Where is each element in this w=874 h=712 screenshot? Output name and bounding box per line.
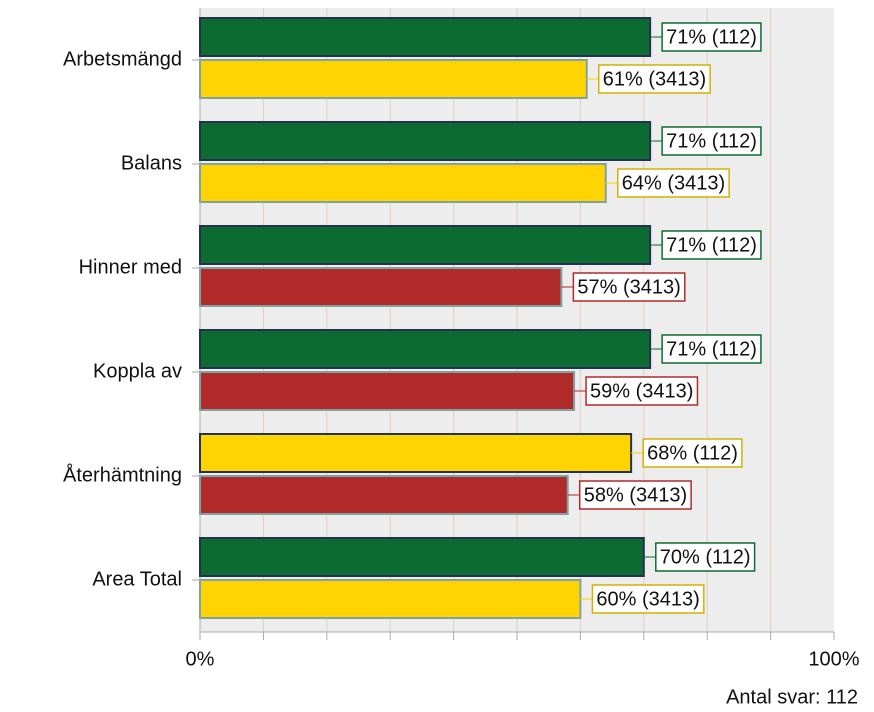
value-label-box	[572, 272, 686, 302]
value-label-box	[642, 438, 743, 468]
bar	[199, 121, 652, 161]
y-tick-label: Hinner med	[79, 256, 182, 278]
x-tick-label: 100%	[808, 648, 859, 670]
value-label: 64% (3413)	[622, 172, 725, 194]
value-label: 70% (112)	[660, 546, 751, 568]
value-label: 71% (112)	[666, 26, 757, 48]
value-label-box	[617, 168, 730, 198]
value-label-box	[578, 480, 692, 510]
y-tick-label: Koppla av	[93, 360, 182, 382]
bar	[199, 579, 582, 619]
bar	[199, 225, 652, 265]
bar	[199, 537, 645, 577]
value-label: 58% (3413)	[584, 484, 687, 506]
value-label: 71% (112)	[666, 130, 757, 152]
y-tick-label: Balans	[121, 152, 182, 174]
value-label-box	[661, 126, 762, 156]
value-label: 71% (112)	[666, 338, 757, 360]
value-label: 68% (112)	[647, 442, 738, 464]
value-label: 57% (3413)	[577, 276, 680, 298]
value-label-box	[591, 584, 705, 614]
value-label: 61% (3413)	[603, 68, 706, 90]
value-label-box	[661, 230, 762, 260]
bar	[199, 17, 652, 57]
bar	[199, 59, 588, 99]
y-tick-label: Area Total	[92, 568, 182, 590]
value-label-box	[597, 64, 711, 94]
value-label-box	[661, 22, 762, 52]
value-label-box	[585, 376, 699, 406]
value-label: 71% (112)	[666, 234, 757, 256]
value-label-box	[655, 542, 756, 572]
bar	[199, 433, 633, 473]
bar	[199, 371, 576, 411]
bar	[199, 163, 607, 203]
value-label-box	[661, 334, 762, 364]
value-label: 60% (3413)	[596, 588, 699, 610]
x-tick-label: 0%	[186, 648, 215, 670]
bar	[199, 329, 652, 369]
bar	[199, 475, 569, 515]
value-label: 59% (3413)	[590, 380, 693, 402]
annotation: Antal svar: 112	[726, 686, 858, 708]
y-tick-label: Återhämtning	[63, 463, 182, 486]
y-tick-label: Arbetsmängd	[63, 48, 182, 70]
bar	[199, 267, 563, 307]
